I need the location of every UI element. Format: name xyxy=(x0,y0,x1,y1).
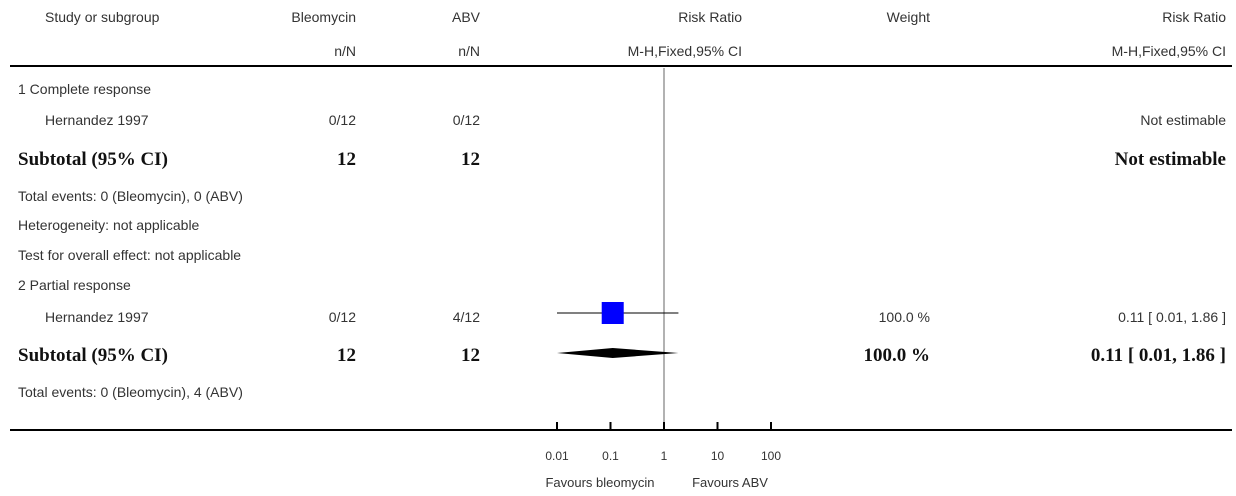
favours-right-label: Favours ABV xyxy=(692,475,768,490)
header-effect-title-right: Risk Ratio xyxy=(1162,9,1226,25)
subtotal-ci: 0.11 [ 0.01, 1.86 ] xyxy=(1090,345,1226,366)
study-ci: 0.11 [ 0.01, 1.86 ] xyxy=(1118,309,1226,325)
study-events-group1: 0/12 xyxy=(328,112,356,128)
study-events-group2: 4/12 xyxy=(452,309,480,325)
subtotal-weight: 100.0 % xyxy=(863,345,931,366)
header-effect-title: Risk Ratio xyxy=(678,9,742,25)
header-rule xyxy=(10,65,1232,67)
header-weight: Weight xyxy=(886,9,930,25)
heterogeneity: Heterogeneity: not applicable xyxy=(18,217,200,233)
header-group2: ABV xyxy=(451,9,480,25)
x-axis-tick-label: 100 xyxy=(761,449,781,463)
subtotal-diamond xyxy=(557,348,679,358)
study-events-group1: 0/12 xyxy=(328,309,356,325)
header-method-right: M-H,Fixed,95% CI xyxy=(1111,43,1226,59)
study-effect-square xyxy=(601,302,624,324)
study-name: Hernandez 1997 xyxy=(45,112,149,128)
total-events: Total events: 0 (Bleomycin), 0 (ABV) xyxy=(18,188,243,204)
x-axis-tick-label: 0.1 xyxy=(602,449,619,463)
header-method: M-H,Fixed,95% CI xyxy=(627,43,742,59)
header-study-column: Study or subgroup xyxy=(45,9,160,25)
total-events: Total events: 0 (Bleomycin), 4 (ABV) xyxy=(18,384,243,400)
study-weight: 100.0 % xyxy=(878,309,930,325)
subgroup-1-label: 1 Complete response xyxy=(18,81,152,97)
subgroup-2-label: 2 Partial response xyxy=(18,277,131,293)
overall-effect-test: Test for overall effect: not applicable xyxy=(18,247,242,263)
subtotal-ci: Not estimable xyxy=(1114,149,1226,170)
subtotal-label: Subtotal (95% CI) xyxy=(18,149,168,170)
subtotal-total-group1: 12 xyxy=(337,149,356,170)
subtotal-total-group2: 12 xyxy=(461,149,480,170)
x-axis-tick-label: 1 xyxy=(661,449,668,463)
x-axis-tick-label: 0.01 xyxy=(545,449,569,463)
study-events-group2: 0/12 xyxy=(452,112,480,128)
header-n1: n/N xyxy=(334,43,356,59)
header-group1: Bleomycin xyxy=(291,9,356,25)
x-axis-tick-label: 10 xyxy=(711,449,725,463)
subtotal-total-group1: 12 xyxy=(337,345,356,366)
subtotal-label: Subtotal (95% CI) xyxy=(18,345,168,366)
study-ci: Not estimable xyxy=(1140,112,1226,128)
subtotal-total-group2: 12 xyxy=(461,345,480,366)
study-name: Hernandez 1997 xyxy=(45,309,149,325)
header-n2: n/N xyxy=(458,43,480,59)
favours-left-label: Favours bleomycin xyxy=(545,475,655,490)
